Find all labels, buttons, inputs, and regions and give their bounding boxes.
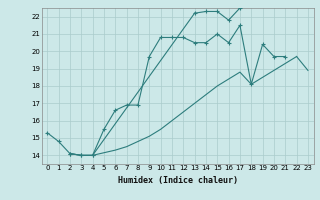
X-axis label: Humidex (Indice chaleur): Humidex (Indice chaleur) [118, 176, 237, 185]
